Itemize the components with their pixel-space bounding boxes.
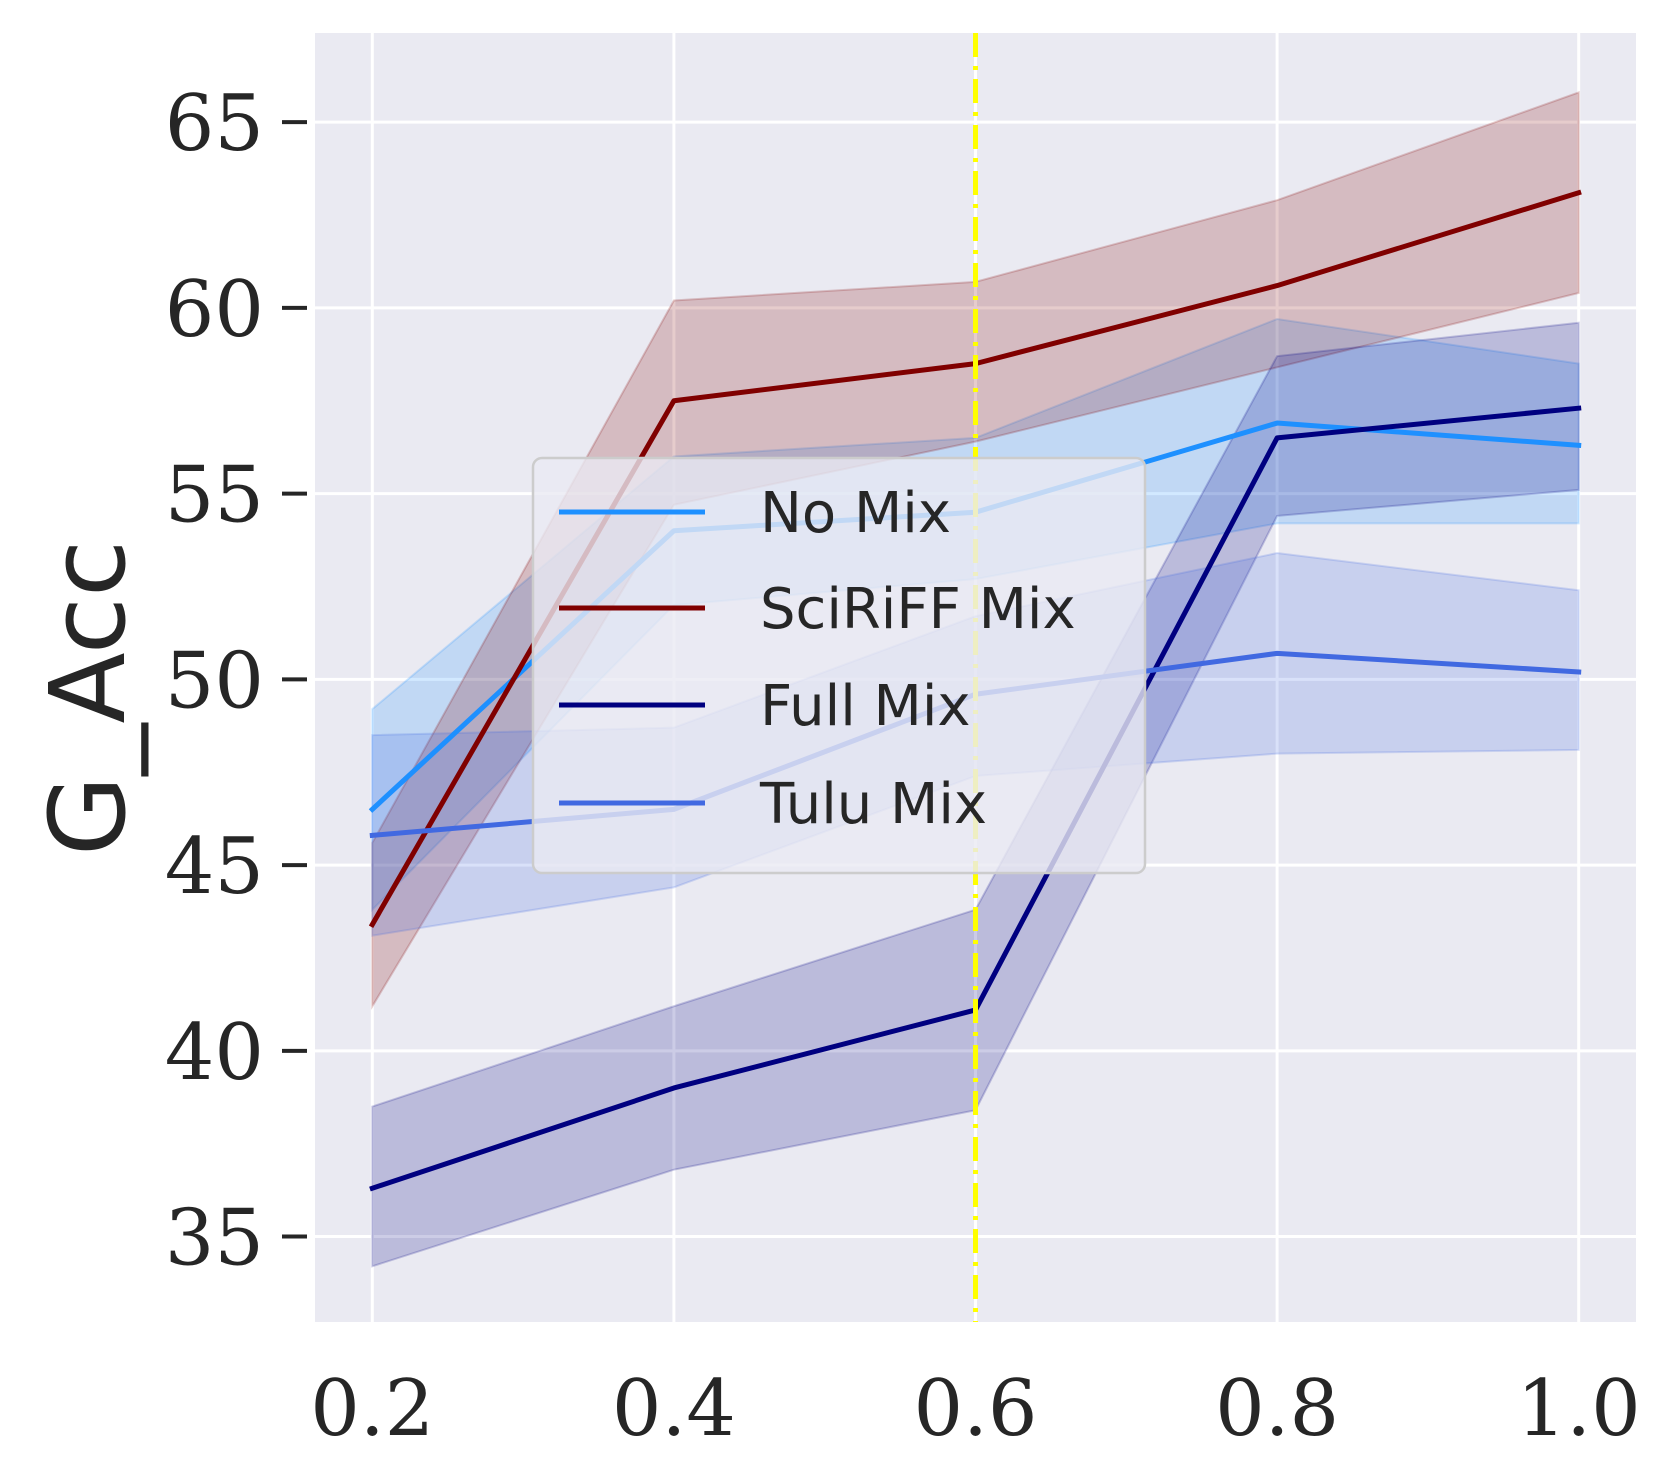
x-tick-label: 0.8 xyxy=(1215,1364,1339,1454)
y-tick-label: 35 xyxy=(165,1194,264,1284)
x-tick-label: 0.4 xyxy=(612,1364,736,1454)
x-tick-label: 1.0 xyxy=(1517,1364,1641,1454)
x-tick-label: 0.2 xyxy=(310,1364,434,1454)
y-tick-label: 65 xyxy=(165,79,264,169)
y-tick-label: 50 xyxy=(165,636,264,726)
legend-box xyxy=(531,456,1147,875)
x-tick-label: 0.6 xyxy=(913,1364,1037,1454)
legend-label: Tulu Mix xyxy=(759,772,987,837)
y-tick-label: 55 xyxy=(165,451,264,541)
confidence-band xyxy=(371,321,1580,1268)
legend-label: No Mix xyxy=(760,481,951,546)
y-axis-label: G_Acc xyxy=(27,540,149,856)
y-tick-label: 40 xyxy=(165,1008,264,1098)
legend-label: Full Mix xyxy=(760,674,971,739)
y-tick-label: 60 xyxy=(165,265,264,355)
legend-label: SciRiFF Mix xyxy=(760,577,1076,642)
y-axis-ticks: 35 40 45 50 55 60 65 xyxy=(165,79,307,1284)
y-tick-label: 45 xyxy=(165,822,264,912)
legend: No Mix SciRiFF Mix Full Mix Tulu Mix xyxy=(531,456,1147,875)
x-axis-ticks: 0.2 0.4 0.6 0.8 1.0 xyxy=(310,1364,1640,1454)
